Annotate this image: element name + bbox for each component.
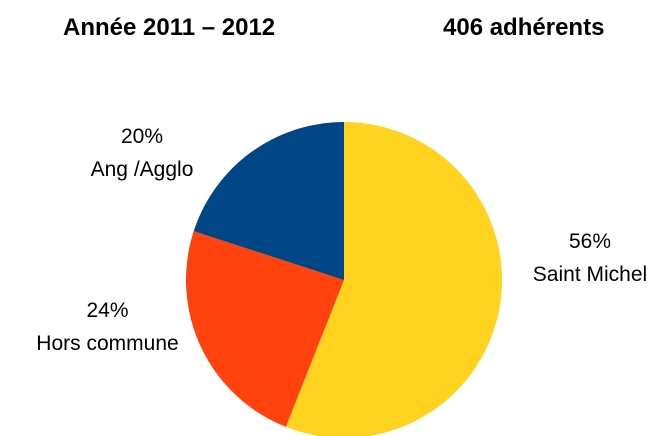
- member-count-title: 406 adhérents: [443, 14, 605, 41]
- slice-name-ang-agglo: Ang /Agglo: [90, 158, 194, 181]
- pie-slice-ang-agglo: [193, 122, 344, 280]
- slice-label-saint-michel: 56% Saint Michel: [520, 225, 660, 291]
- slice-percent-saint-michel: 56%: [568, 230, 612, 253]
- pie-slice-hors-commune: [186, 231, 344, 427]
- slice-name-saint-michel: Saint Michel: [532, 263, 648, 286]
- slice-label-ang-agglo: 20% Ang /Agglo: [72, 120, 212, 186]
- chart-title: Année 2011 – 2012: [63, 14, 276, 41]
- slice-name-hors-commune: Hors commune: [36, 332, 179, 355]
- slice-label-hors-commune: 24% Hors commune: [5, 294, 210, 360]
- slice-percent-ang-agglo: 20%: [120, 125, 164, 148]
- slice-percent-hors-commune: 24%: [86, 299, 129, 322]
- pie-slice-saint-michel: [285, 122, 503, 436]
